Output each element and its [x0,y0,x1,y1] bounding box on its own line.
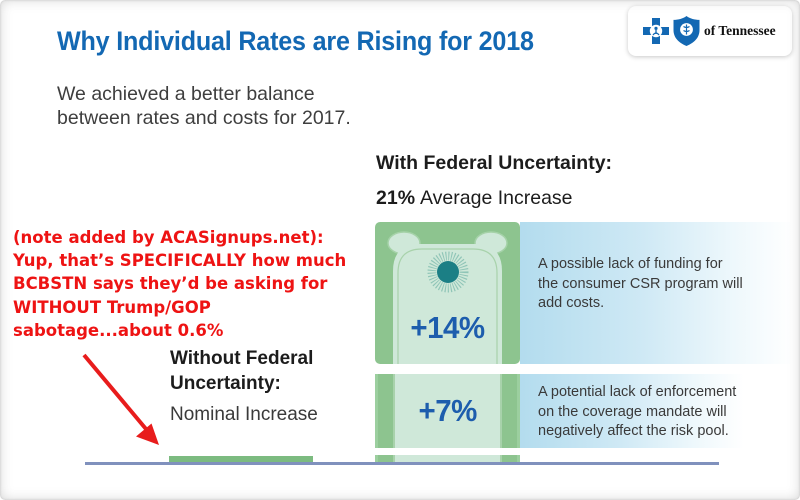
annotation-line: sabotage...about 0.6% [13,320,224,340]
money-bill-slice: +7% [375,374,520,448]
stat-value: 21% [376,187,416,209]
annotation-line: WITHOUT Trump/GOP [13,297,211,317]
baseline [85,462,719,465]
subtitle-line: between rates and costs for 2017. [57,107,351,129]
nominal-increase-bar [169,456,313,462]
factor-panel-mandate: A potential lack of enforcement on the c… [520,374,744,448]
with-uncertainty-heading: With Federal Uncertainty: [376,152,613,174]
factor-value: +7% [418,393,477,428]
factor-panel-csr: A possible lack of funding for the consu… [520,222,794,364]
without-uncertainty-label: Nominal Increase [170,404,318,425]
page-title: Why Individual Rates are Rising for 2018 [57,26,534,56]
subtitle: We achieved a better balance between rat… [57,82,351,130]
money-bill-icon: +14% [375,222,520,364]
blue-cross-icon [642,17,670,45]
red-arrow-icon [76,348,171,452]
annotation-line: BCBSTN says they’d be asking for [13,274,328,294]
factor-description: A possible lack of funding for the consu… [538,256,743,311]
money-bill-slice-base [375,455,520,462]
bill-seal-icon [427,251,469,293]
annotation-note: (note added by ACASignups.net): Yup, tha… [13,226,346,342]
logo-text: of Tennessee [704,23,776,38]
factor-description: A potential lack of enforcement on the c… [538,384,737,439]
without-uncertainty-heading: Without Federal Uncertainty: [170,348,314,394]
stat-suffix: Average Increase [420,187,573,209]
blue-shield-icon [673,16,700,46]
subtitle-line: We achieved a better balance [57,83,315,105]
with-uncertainty-stat: 21% Average Increase [376,187,573,210]
annotation-line: Yup, that’s SPECIFICALLY how much [13,251,347,271]
annotation-line: (note added by ACASignups.net): [13,228,324,247]
factor-value: +14% [410,310,485,345]
logo-card: of Tennessee [628,6,792,56]
